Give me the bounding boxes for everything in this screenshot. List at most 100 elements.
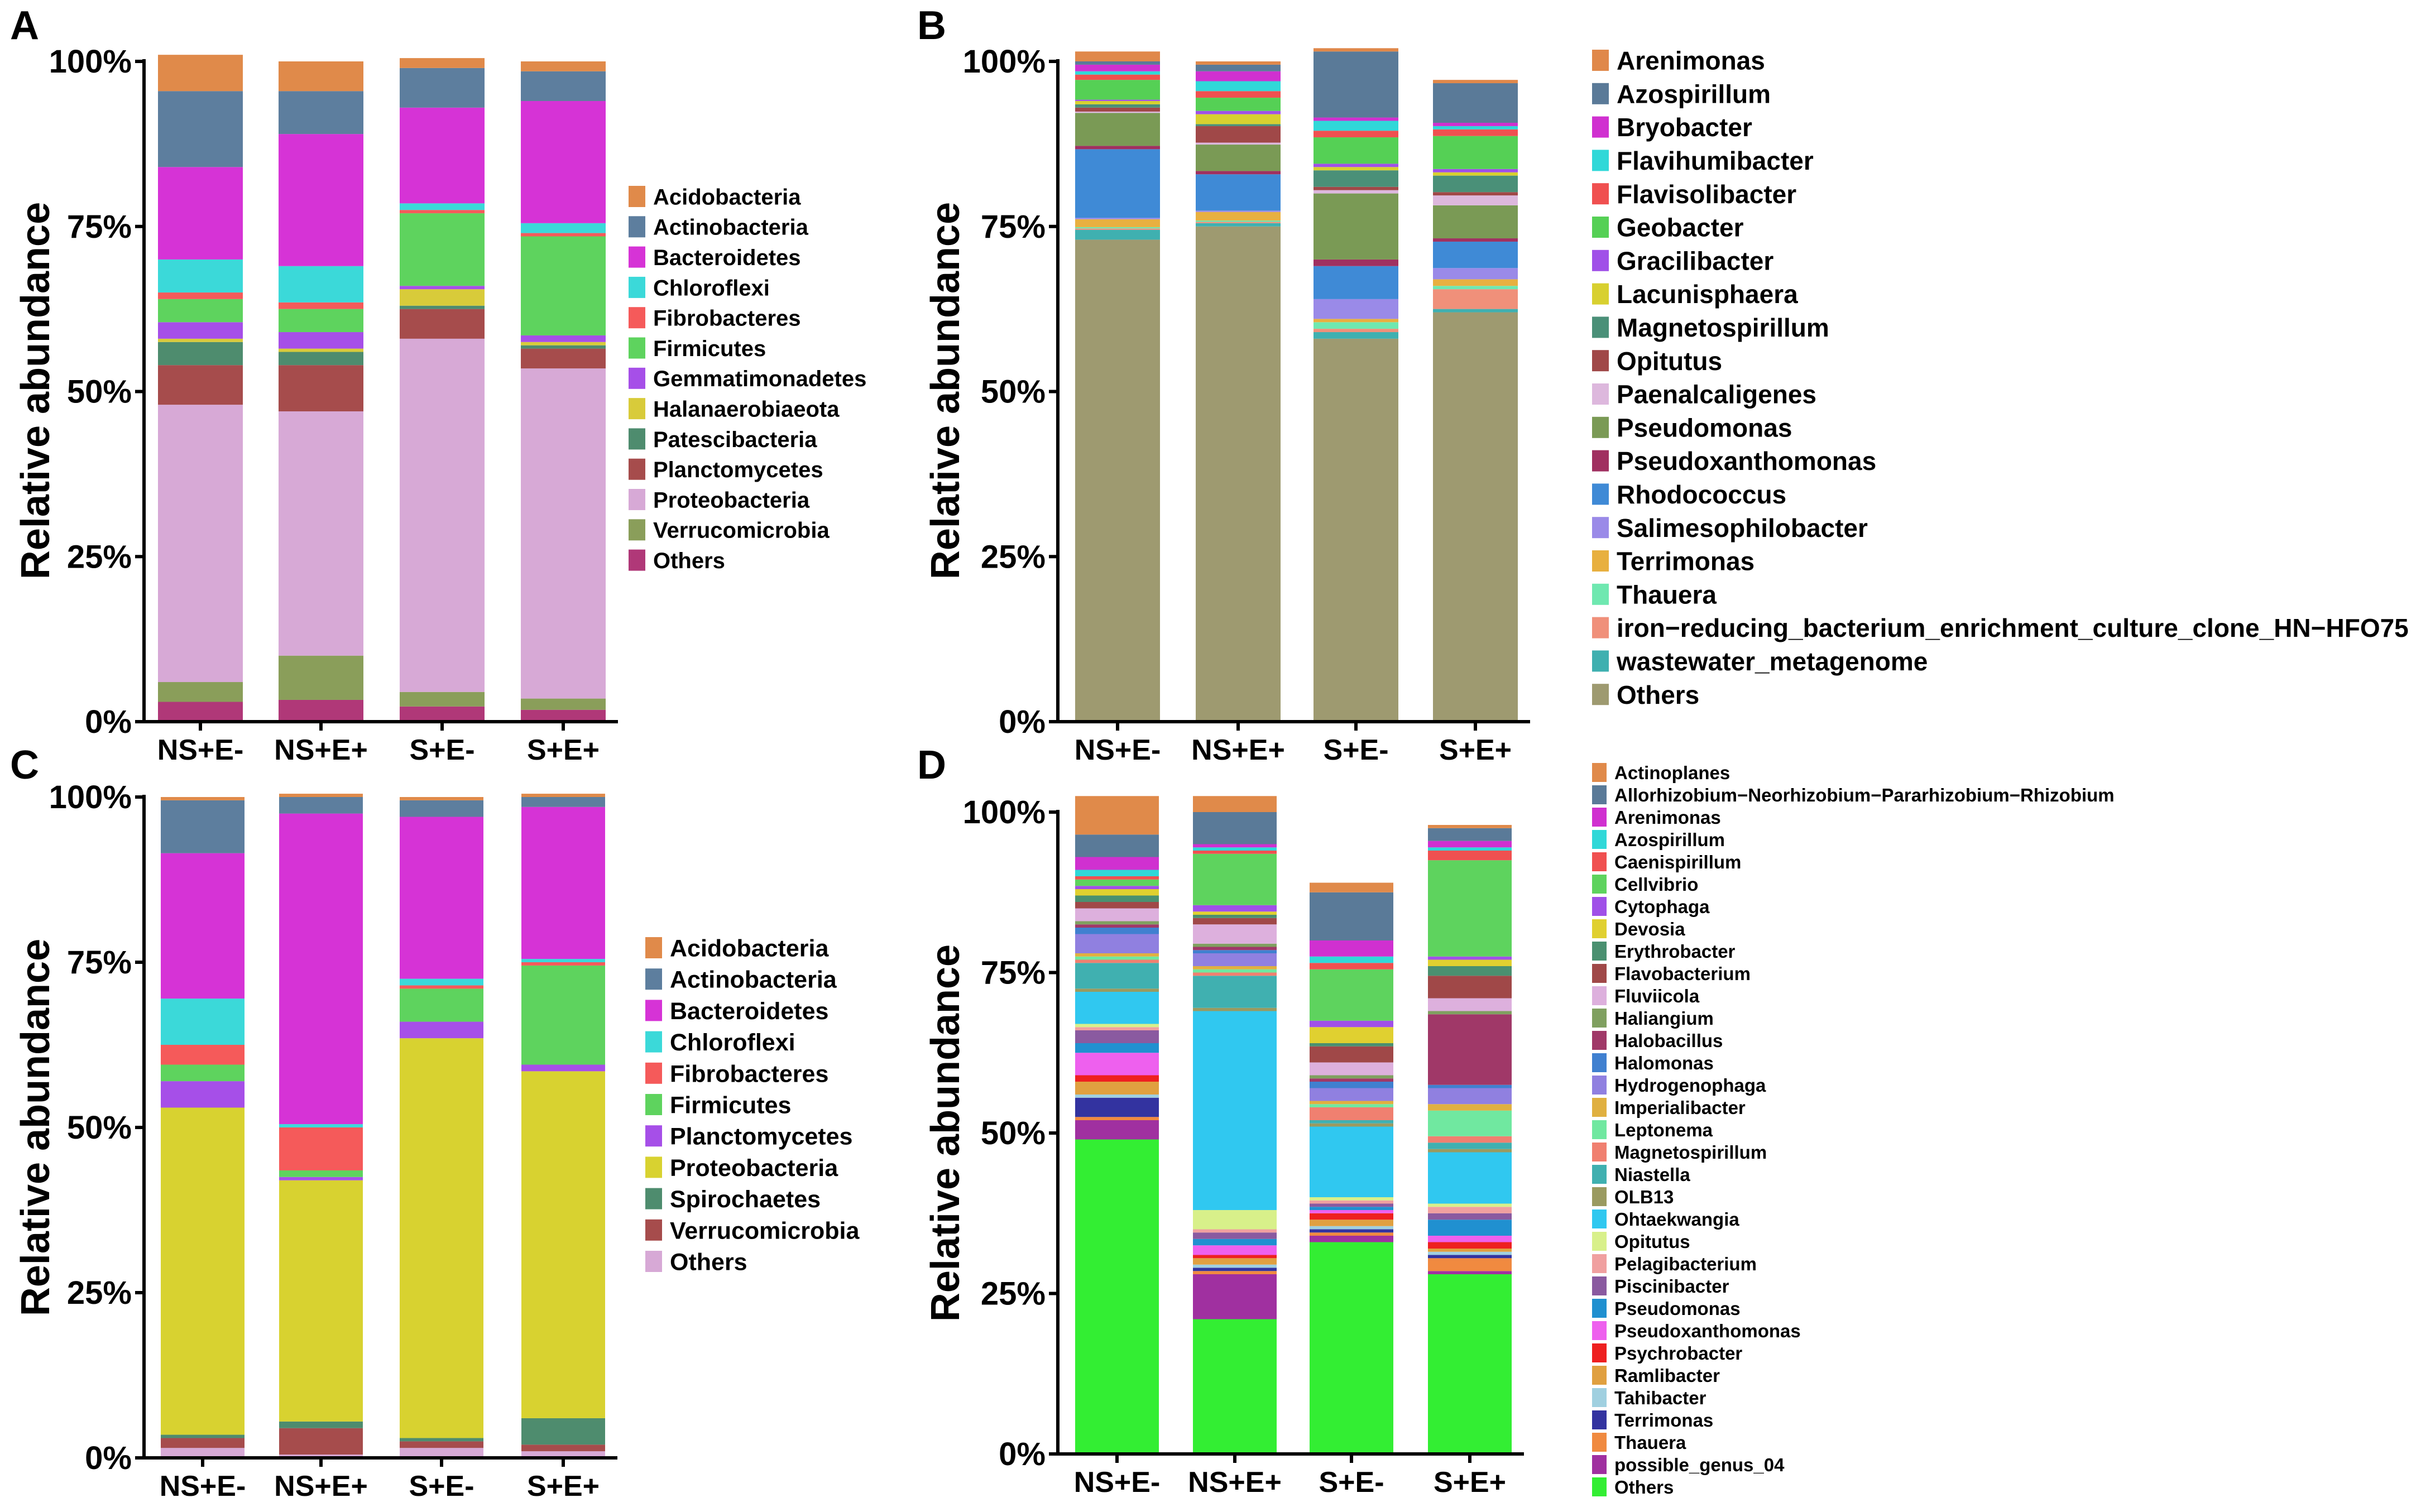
bar-segment-ns-e--haliangium (1193, 943, 1277, 947)
legend-swatch (1592, 650, 1609, 672)
bar-segment-ns-e--firmicutes (279, 1170, 363, 1177)
bar-segment-s-e--thauera (1428, 1258, 1512, 1271)
legend-label: Tahibacter (1614, 1388, 1706, 1408)
bar-segment-s-e--actinoplanes (1428, 825, 1512, 828)
bar-segment-ns-e--salimesophilobacter (1075, 218, 1160, 219)
bar-segment-s-e--gracilibacter (1433, 169, 1518, 172)
legend-label: Lacunisphaera (1617, 280, 1798, 309)
bar-segment-ns-e--haliangium (1075, 921, 1159, 925)
bar-segment-s-e--rhodococcus (1433, 241, 1518, 268)
bar-segment-ns-e--verrucomicrobia (279, 1428, 363, 1455)
bar-segment-ns-e--verrucomicrobia (161, 1438, 245, 1448)
bar-segment-s-e--terrimonas (1428, 1255, 1512, 1259)
bar-segment-s-e--planctomycetes (400, 309, 485, 339)
legend-swatch (1592, 416, 1609, 438)
bar-segment-ns-e--fibrobacteres (158, 292, 243, 299)
bar-segment-s-e--piscinibacter (1310, 1203, 1393, 1207)
bar-segment-ns-e--planctomycetes (158, 365, 243, 405)
x-tick-label: NS+E- (160, 1470, 246, 1503)
bar-segment-s-e--pelagibacterium (1428, 1207, 1512, 1213)
bar-segment-s-e--lacunisphaera (1433, 172, 1518, 176)
panel-label: C (10, 743, 39, 788)
legend-swatch (1592, 1433, 1607, 1452)
bar-segment-s-e--firmicutes (521, 236, 606, 335)
legend-label: Proteobacteria (670, 1155, 838, 1182)
legend-swatch (1592, 617, 1609, 639)
y-tick-label: 0% (999, 1436, 1046, 1472)
legend-swatch (1592, 1276, 1607, 1295)
bar-segment-ns-e--actinobacteria (279, 797, 363, 814)
legend-label: Acidobacteria (653, 185, 801, 209)
legend-label: Haliangium (1614, 1008, 1714, 1029)
bar-segment-s-e--psychrobacter (1428, 1242, 1512, 1249)
bar-segment-ns-e--salimesophilobacter (1196, 210, 1281, 212)
legend-swatch (1592, 1232, 1607, 1251)
legend-label: Flavisolibacter (1617, 180, 1796, 209)
bar-segment-s-e--fluviicola (1428, 998, 1512, 1011)
legend-label: Terrimonas (1614, 1410, 1713, 1431)
bar-segment-ns-e--azospirillum (1196, 64, 1281, 71)
bar-segment-s-e--rhodococcus (1314, 266, 1398, 299)
bar-segment-s-e--proteobacteria (400, 338, 485, 692)
x-tick-label: NS+E+ (274, 1470, 368, 1503)
panel-c: C 0% 25% 50% 75% 100% NS+E- NS+E+ S+E- S+E+ Relati… (10, 743, 860, 1503)
legend-swatch (1592, 1098, 1607, 1117)
y-tick-label: 25% (67, 1275, 132, 1311)
y-tick-label: 75% (981, 209, 1046, 245)
bar-segment-ns-e--paenalcaligenes (1196, 142, 1281, 145)
bar-segment-ns-e--devosia (1075, 889, 1159, 896)
legend-swatch (1592, 763, 1607, 782)
bar-segment-s-e--arenimonas (1310, 940, 1393, 957)
bar-segment-ns-e--arenimonas (1196, 61, 1281, 65)
bar-segment-ns-e--wastewater-metagenome (1196, 223, 1281, 227)
bar-segment-ns-e--verrucomicrobia (158, 682, 243, 702)
bar-segment-ns-e--firmicutes (279, 309, 363, 333)
bar-segment-s-e--halobacillus (1428, 1014, 1512, 1085)
bar-segment-s-e--verrucomicrobia (400, 1441, 483, 1448)
legend-swatch (629, 398, 645, 420)
bar-segment-s-e--cytophaga (1428, 956, 1512, 960)
bar-segment-s-e--flavihumibacter (1314, 121, 1398, 131)
legend-label: Cellvibrio (1614, 874, 1698, 895)
bar-segment-s-e--gracilibacter (1314, 164, 1398, 167)
bar-segment-ns-e--actinoplanes (1193, 796, 1277, 812)
bar-segment-ns-e--thauera (1075, 1117, 1159, 1120)
bar-segment-ns-e--ramlibacter (1075, 1082, 1159, 1095)
y-tick-label: 25% (981, 539, 1046, 575)
y-axis-label: Relative abundance (13, 939, 58, 1316)
legend-label: Rhodococcus (1617, 480, 1786, 509)
bar-segment-s-e--cellvibrio (1428, 860, 1512, 957)
bar-segment-ns-e--patescibacteria (279, 352, 363, 366)
bar-segment-s-e--imperialibacter (1428, 1104, 1512, 1111)
bar-segment-ns-e--flavihumibacter (1075, 71, 1160, 75)
legend-label: Terrimonas (1617, 547, 1755, 576)
bar-segment-ns-e--hydrogenophaga (1193, 953, 1277, 966)
bar-segment-s-e--piscinibacter (1428, 1213, 1512, 1220)
bars (158, 55, 606, 722)
x-tick-label: S+E+ (527, 734, 600, 766)
bar-segment-s-e--allorhizobium-neorhizobium-pararhizobium-rhizobium (1428, 828, 1512, 841)
bar-segment-ns-e--arenimonas (1075, 857, 1159, 870)
legend-label: Salimesophilobacter (1617, 513, 1868, 543)
legend-swatch (1592, 808, 1607, 827)
legend-swatch (1592, 1299, 1607, 1318)
bar-segment-ns-e--acidobacteria (279, 794, 363, 797)
x-tick-label: S+E+ (1439, 734, 1512, 766)
legend-swatch (645, 1156, 662, 1178)
bar-segment-s-e--leptonema (1310, 1104, 1393, 1107)
bar-segment-s-e--actinoplanes (1310, 882, 1393, 892)
bar-segment-s-e--halomonas (1310, 1082, 1393, 1088)
bar-segment-ns-e--magnetospirillum (1196, 124, 1281, 126)
bar-segment-s-e--azospirillum (1310, 956, 1393, 963)
legend-swatch (629, 519, 645, 541)
bar-segment-ns-e--niastella (1193, 976, 1277, 1008)
y-tick-label: 75% (981, 955, 1046, 991)
bar-segment-ns-e--azospirillum (1075, 61, 1160, 65)
legend: Acidobacteria Actinobacteria Bacteroidetes… (645, 935, 860, 1275)
legend-swatch (1592, 1120, 1607, 1139)
bar-segment-ns-e--spirochaetes (279, 1421, 363, 1428)
bar-segment-ns-e--bryobacter (1075, 64, 1160, 71)
bar-segment-ns-e--opitutus (1075, 1024, 1159, 1028)
bar-segment-ns-e--leptonema (1075, 956, 1159, 960)
bar-segment-ns-e--terrimonas (1075, 219, 1160, 227)
